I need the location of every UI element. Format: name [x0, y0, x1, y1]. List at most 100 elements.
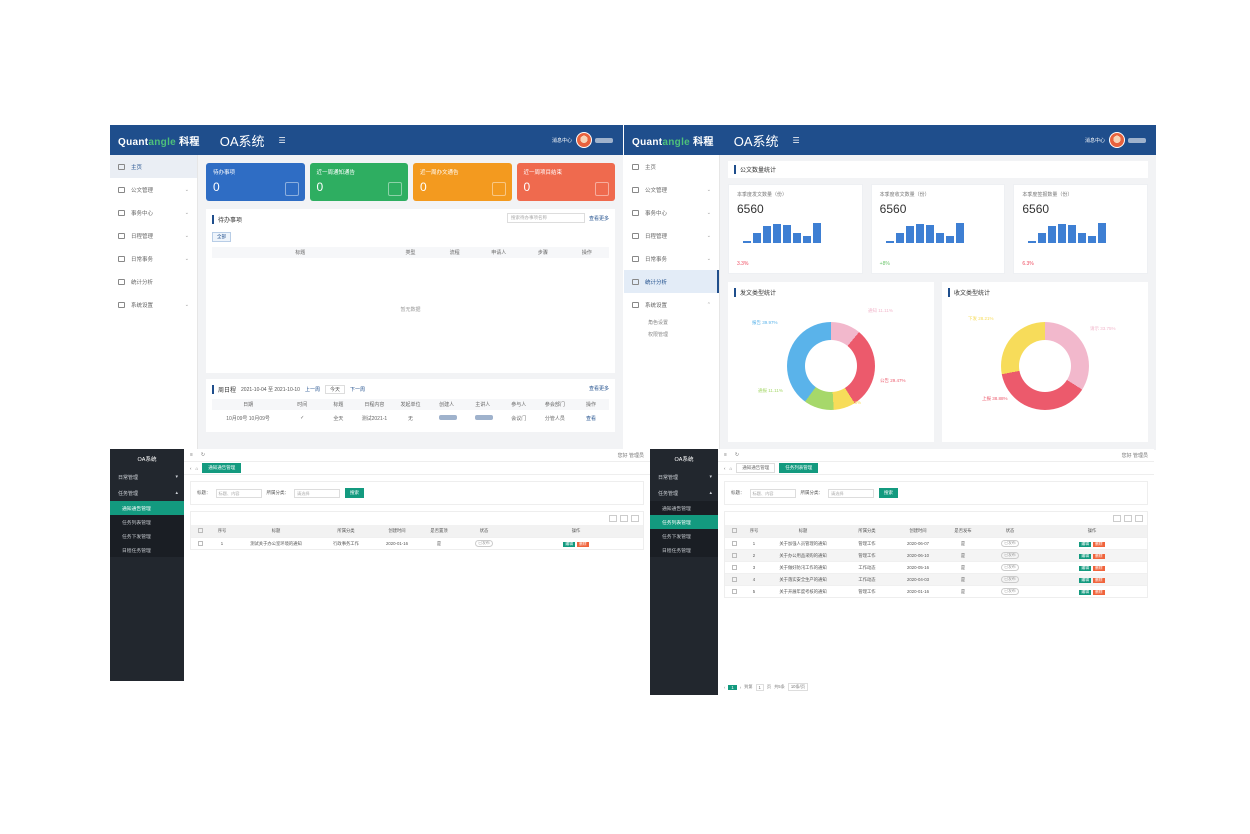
delete-button[interactable]: 删除 — [1093, 577, 1105, 583]
card-todo[interactable]: 待办事项 0 — [206, 163, 305, 201]
home-icon[interactable]: ⌂ — [195, 465, 199, 471]
export-icon[interactable] — [1124, 515, 1132, 522]
row-checkbox[interactable] — [731, 552, 737, 558]
sidebar-item-daily[interactable]: 日常事务 ⌄ — [110, 247, 197, 270]
prev-week-button[interactable]: 上一周 — [304, 387, 320, 393]
delete-button[interactable]: 删除 — [577, 541, 589, 547]
submenu-tasklist[interactable]: 任务列表管理 — [650, 515, 718, 529]
select-all-checkbox[interactable] — [197, 528, 203, 533]
today-button[interactable]: 今天 — [324, 385, 345, 394]
menu-daily[interactable]: 日常管理 ▾ — [658, 474, 712, 481]
sidebar-item-docs[interactable]: 公文管理 ⌄ — [110, 178, 197, 201]
tab-notice[interactable]: 通知通告管理 — [202, 463, 242, 473]
export-icon[interactable] — [620, 515, 628, 522]
submenu-notice[interactable]: 通知通告管理 — [110, 501, 184, 515]
todo-search-input[interactable]: 搜索待办事项名称 — [507, 213, 585, 223]
next-week-button[interactable]: 下一周 — [349, 387, 365, 393]
print-icon[interactable] — [631, 515, 639, 522]
table-row[interactable]: 1 测试关于办公室环境的通知 行政事务工作 2020-01-16 是 已发布 编… — [191, 537, 643, 549]
delete-button[interactable]: 删除 — [1093, 565, 1105, 571]
back-icon[interactable]: ‹ — [724, 465, 726, 471]
submenu-tasklist[interactable]: 任务列表管理 — [110, 515, 184, 529]
card-projects[interactable]: 近一周项目结束 0 — [516, 163, 615, 201]
add-icon[interactable] — [1113, 515, 1121, 522]
user-greeting[interactable]: 您好 管理员 — [1121, 452, 1148, 459]
delete-button[interactable]: 删除 — [1093, 589, 1105, 595]
avatar[interactable] — [576, 132, 592, 148]
select-all-checkbox[interactable] — [731, 528, 737, 533]
table-row[interactable]: 2 关于办公用品采购的通知 管理工作 2020-06-10 是已发布 编辑 删除 — [725, 549, 1147, 561]
table-row[interactable]: 10月09号 10月09号 ✓ 全天 测试2021-1 无会议门 分管人员 查看 — [226, 414, 596, 422]
sidebar-item-affairs[interactable]: 事务中心 ⌄ — [624, 201, 719, 224]
type-select[interactable]: 请选择 — [828, 488, 874, 498]
filter-icon[interactable] — [609, 515, 617, 522]
delete-button[interactable]: 删除 — [1093, 553, 1105, 559]
edit-button[interactable]: 编辑 — [563, 541, 575, 547]
table-row[interactable]: 3 关于做好防汛工作的通知 工作动态 2020-05-16 是已发布 编辑 删除 — [725, 561, 1147, 573]
menu-daily[interactable]: 日常管理 ▾ — [118, 474, 178, 481]
sidebar-item-settings[interactable]: 系统设置 ⌄ — [110, 293, 197, 316]
user-greeting[interactable]: 您好 管理员 — [617, 452, 644, 459]
edit-button[interactable]: 编辑 — [1079, 565, 1091, 571]
sidebar-item-daily[interactable]: 日常事务 ⌄ — [624, 247, 719, 270]
submenu-notice[interactable]: 通知通告管理 — [650, 501, 718, 515]
menu-toggle-icon[interactable]: ☰ — [278, 135, 286, 145]
sidebar-item-settings[interactable]: 系统设置 ⌃ — [624, 293, 719, 316]
row-checkbox[interactable] — [731, 540, 737, 546]
sidebar-item-home[interactable]: 主页 — [110, 155, 197, 178]
home-icon[interactable]: ⌂ — [729, 465, 733, 471]
card-docs[interactable]: 近一周办文通告 0 — [413, 163, 512, 201]
menu-tasks[interactable]: 任务管理 ▴ — [658, 490, 712, 497]
prev-page-icon[interactable]: ‹ — [724, 684, 726, 690]
sidebar-item-affairs[interactable]: 事务中心 ⌄ — [110, 201, 197, 224]
title-input[interactable]: 标题、内容 — [215, 488, 262, 498]
more-link[interactable]: 查看更多 — [588, 216, 609, 222]
table-row[interactable]: 4 关于落实安全生产的通知 工作动态 2020-04-03 是已发布 编辑 删除 — [725, 573, 1147, 585]
sidebar-item-docs[interactable]: 公文管理 ⌄ — [624, 178, 719, 201]
user-area[interactable]: 消息中心 — [552, 132, 613, 148]
print-icon[interactable] — [1135, 515, 1143, 522]
submenu-schedule[interactable]: 日程任务管理 — [110, 543, 184, 557]
page-1-button[interactable]: 1 — [728, 684, 737, 690]
more-link[interactable]: 查看更多 — [588, 386, 609, 392]
filter-all-tag[interactable]: 全部 — [212, 232, 231, 242]
sidebar-subitem-roles[interactable]: 角色设置 — [648, 319, 669, 326]
edit-button[interactable]: 编辑 — [1079, 577, 1091, 583]
table-row[interactable]: 5 关于开展年度考核的通知 管理工作 2020-01-16 是已发布 编辑 删除 — [725, 585, 1147, 597]
edit-button[interactable]: 编辑 — [1079, 553, 1091, 559]
tab-notice[interactable]: 通知通告管理 — [736, 463, 776, 473]
refresh-icon[interactable]: ↻ — [734, 452, 740, 458]
avatar[interactable] — [1109, 132, 1125, 148]
goto-input[interactable]: 1 — [755, 683, 764, 691]
submenu-schedule[interactable]: 日程任务管理 — [650, 543, 718, 557]
menu-tasks[interactable]: 任务管理 ▴ — [118, 490, 178, 497]
title-input[interactable]: 标题、内容 — [749, 488, 796, 498]
user-area[interactable]: 消息中心 — [1085, 132, 1146, 148]
sidebar-subitem-permissions[interactable]: 权限管理 — [648, 331, 669, 338]
edit-button[interactable]: 编辑 — [1079, 589, 1091, 595]
submenu-dispatch[interactable]: 任务下发管理 — [650, 529, 718, 543]
next-page-icon[interactable]: › — [739, 684, 742, 690]
row-checkbox[interactable] — [197, 540, 203, 546]
menu-toggle-icon[interactable]: ☰ — [792, 135, 800, 145]
row-checkbox[interactable] — [731, 588, 737, 594]
search-button[interactable]: 搜索 — [345, 488, 364, 498]
type-select[interactable]: 请选择 — [294, 488, 340, 498]
card-notices[interactable]: 近一周通知通告 0 — [309, 163, 408, 201]
tab-tasklist[interactable]: 任务列表管理 — [779, 463, 819, 473]
search-button[interactable]: 搜索 — [879, 488, 898, 498]
back-icon[interactable]: ‹ — [190, 465, 192, 471]
sidebar-item-schedule[interactable]: 日程管理 ⌄ — [110, 224, 197, 247]
refresh-icon[interactable]: ↻ — [200, 452, 206, 458]
row-checkbox[interactable] — [731, 576, 737, 582]
edit-button[interactable]: 编辑 — [1079, 541, 1091, 547]
menu-toggle-icon[interactable]: ≡ — [724, 452, 727, 458]
sidebar-item-schedule[interactable]: 日程管理 ⌄ — [624, 224, 719, 247]
submenu-dispatch[interactable]: 任务下发管理 — [110, 529, 184, 543]
menu-toggle-icon[interactable]: ≡ — [190, 452, 193, 458]
sidebar-item-home[interactable]: 主页 — [624, 155, 719, 178]
table-row[interactable]: 1 关于加强人员管理的通知 管理工作 2020-06-07 是已发布 编辑 删除 — [725, 537, 1147, 549]
page-size-select[interactable]: 10条/页 — [787, 683, 809, 691]
row-checkbox[interactable] — [731, 564, 737, 570]
delete-button[interactable]: 删除 — [1093, 541, 1105, 547]
